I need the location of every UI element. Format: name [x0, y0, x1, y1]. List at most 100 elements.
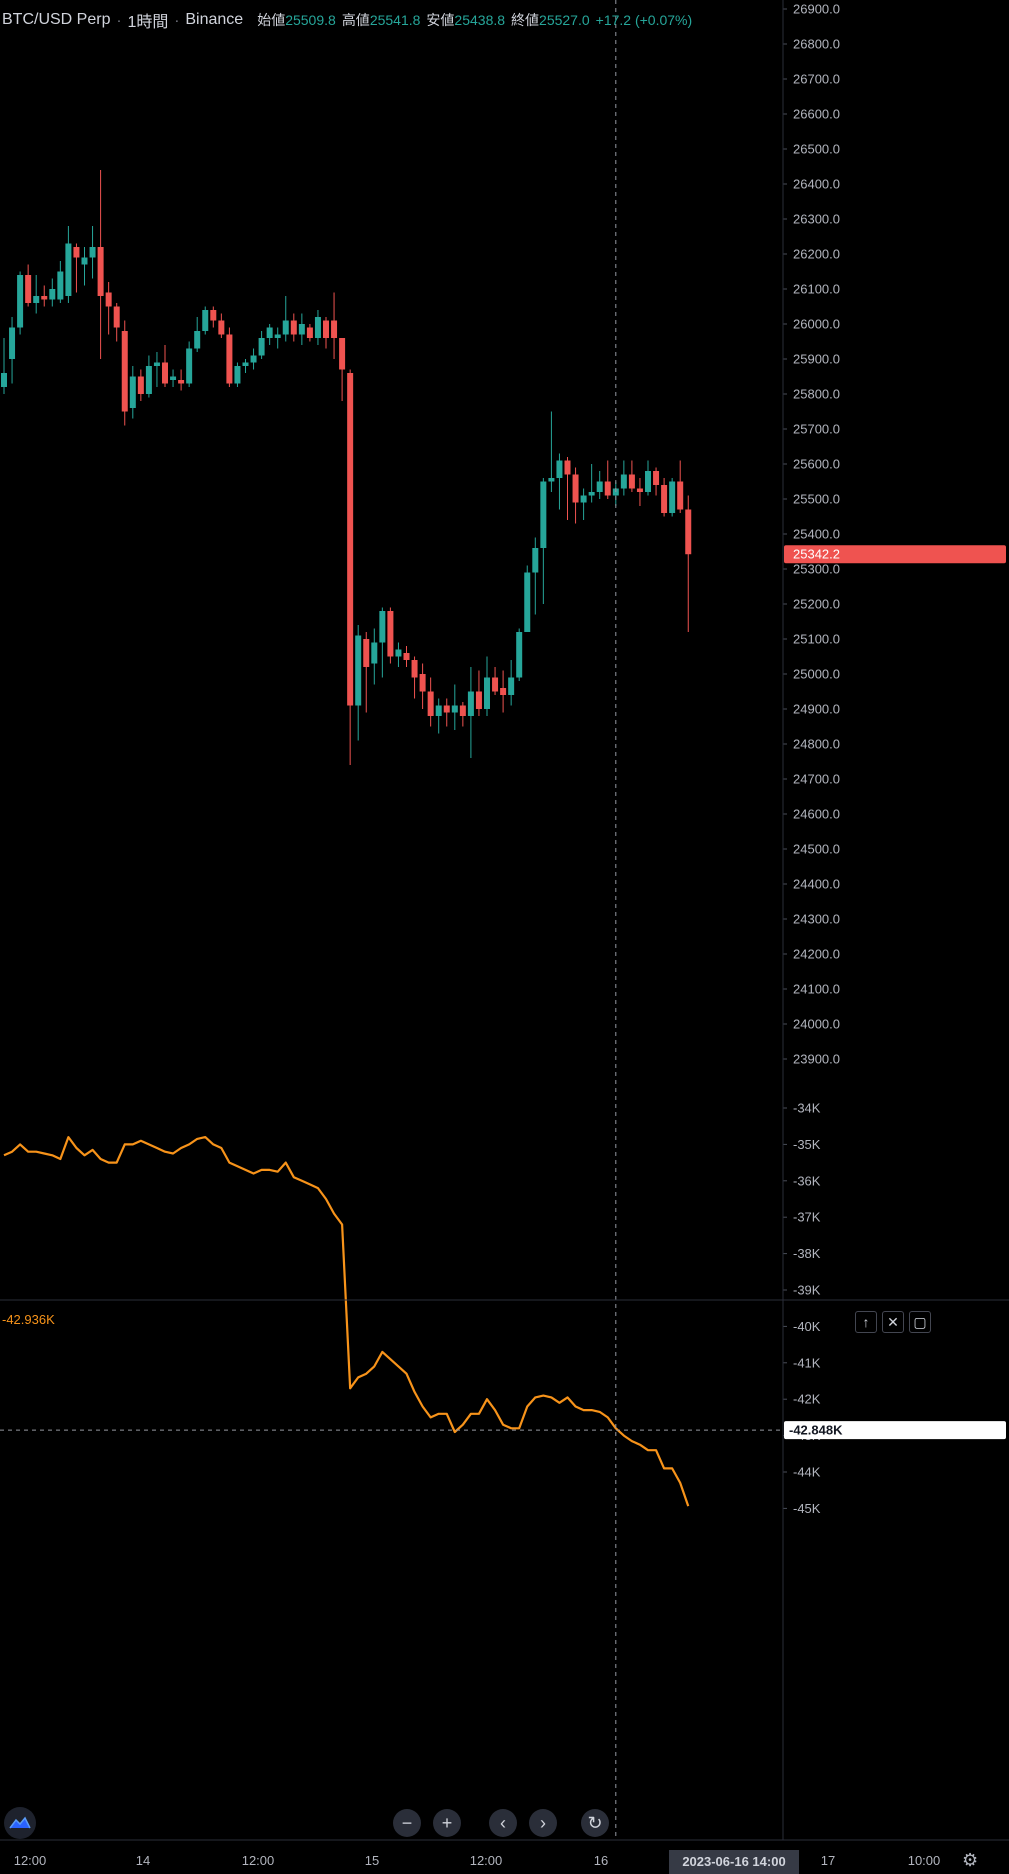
pane-controls: ↑ ✕ ▢ — [855, 1311, 931, 1333]
candle-body — [33, 296, 40, 303]
candle — [218, 313, 225, 338]
candle — [331, 292, 338, 359]
candle-body — [81, 257, 88, 265]
candle — [524, 565, 531, 632]
candle — [89, 226, 96, 279]
candle-body — [677, 481, 684, 510]
low-label: 安値 — [426, 12, 455, 28]
reset-chart-button[interactable]: ↻ — [581, 1809, 609, 1837]
candle — [250, 348, 257, 370]
candle-body — [685, 509, 692, 555]
scroll-left-button[interactable]: ‹ — [489, 1809, 517, 1837]
candle — [475, 670, 482, 716]
interval-label[interactable]: 1時間 — [127, 14, 169, 31]
candle-body — [234, 366, 241, 384]
crosshair-value-label: -42.848K — [789, 1423, 843, 1438]
candle — [73, 243, 80, 293]
candle-body — [427, 691, 434, 716]
candle-body — [572, 474, 579, 503]
candle-body — [194, 331, 201, 349]
candle-body — [9, 327, 16, 359]
pane-maximize-button[interactable]: ▢ — [909, 1311, 931, 1333]
zoom-out-button[interactable]: − — [393, 1809, 421, 1837]
candle — [194, 317, 201, 352]
candle-body — [596, 481, 603, 492]
candle — [653, 467, 660, 496]
price-tick-label: 25900.0 — [793, 352, 840, 367]
tradingview-logo-icon[interactable] — [4, 1807, 36, 1839]
candle-body — [105, 292, 112, 307]
candle-body — [49, 289, 56, 300]
price-tick-label: 26800.0 — [793, 37, 840, 52]
candle — [427, 677, 434, 727]
symbol-legend[interactable]: BTC/USD Perp · 1時間 · Binance 始値 25509.8 高… — [2, 9, 692, 31]
candle — [186, 341, 193, 387]
gear-icon[interactable]: ⚙ — [962, 1850, 979, 1870]
candle-body — [645, 471, 651, 492]
price-tick-label: 26100.0 — [793, 282, 840, 297]
candle-body — [17, 275, 24, 328]
candle-body — [443, 705, 450, 713]
candle-body — [339, 338, 346, 370]
candle — [532, 537, 539, 615]
time-tick-label: 16 — [594, 1853, 608, 1868]
candle-body — [403, 653, 410, 660]
candle — [516, 628, 523, 681]
candle — [685, 495, 692, 632]
candle-body — [282, 320, 289, 335]
candle-body — [395, 649, 402, 657]
candle — [81, 247, 88, 286]
candle — [540, 478, 547, 604]
candle-body — [492, 677, 499, 692]
symbol-name[interactable]: BTC/USD Perp — [2, 11, 111, 28]
candle — [484, 656, 490, 716]
candle — [33, 275, 40, 314]
candle — [500, 670, 507, 713]
candle-body — [153, 362, 160, 366]
price-tick-label: 26700.0 — [793, 72, 840, 87]
candle-body — [500, 688, 507, 695]
candle-body — [210, 310, 217, 321]
indicator-tick-label: -42K — [793, 1392, 821, 1407]
time-tick-label: 17 — [821, 1853, 835, 1868]
exchange-label: Binance — [185, 11, 244, 28]
candle — [628, 460, 635, 492]
candle — [153, 352, 160, 387]
candle-body — [379, 611, 386, 643]
indicator-tick-label: -40K — [793, 1319, 821, 1334]
price-tick-label: 24300.0 — [793, 912, 840, 927]
pane-up-button[interactable]: ↑ — [855, 1311, 877, 1333]
candle — [170, 369, 177, 387]
candle-body — [475, 691, 482, 709]
candle-body — [25, 275, 32, 303]
candle-body — [653, 471, 660, 485]
candle — [1, 338, 7, 394]
candle-body — [347, 373, 354, 706]
crosshair-time-label: 2023-06-16 14:00 — [682, 1854, 785, 1869]
zoom-in-button[interactable]: + — [433, 1809, 461, 1837]
candle-body — [298, 324, 305, 335]
candle — [508, 660, 515, 706]
candle-body — [1, 373, 7, 387]
candle-body — [459, 705, 466, 716]
candle — [306, 324, 313, 342]
candle-body — [73, 247, 80, 258]
pane-close-button[interactable]: ✕ — [882, 1311, 904, 1333]
candle-body — [363, 639, 370, 667]
candle — [202, 306, 209, 335]
indicator-tick-label: -39K — [793, 1283, 821, 1298]
candle-body — [218, 320, 225, 335]
indicator-tick-label: -36K — [793, 1173, 821, 1188]
candle-body — [226, 334, 233, 384]
scroll-right-button[interactable]: › — [529, 1809, 557, 1837]
candle-body — [524, 572, 531, 632]
price-tick-label: 25300.0 — [793, 562, 840, 577]
candle — [459, 702, 466, 727]
price-tick-label: 24400.0 — [793, 877, 840, 892]
candle — [572, 467, 579, 524]
price-tick-label: 26200.0 — [793, 247, 840, 262]
open-value: 25509.8 — [285, 12, 336, 28]
time-tick-label: 15 — [365, 1853, 379, 1868]
candle — [266, 324, 273, 345]
